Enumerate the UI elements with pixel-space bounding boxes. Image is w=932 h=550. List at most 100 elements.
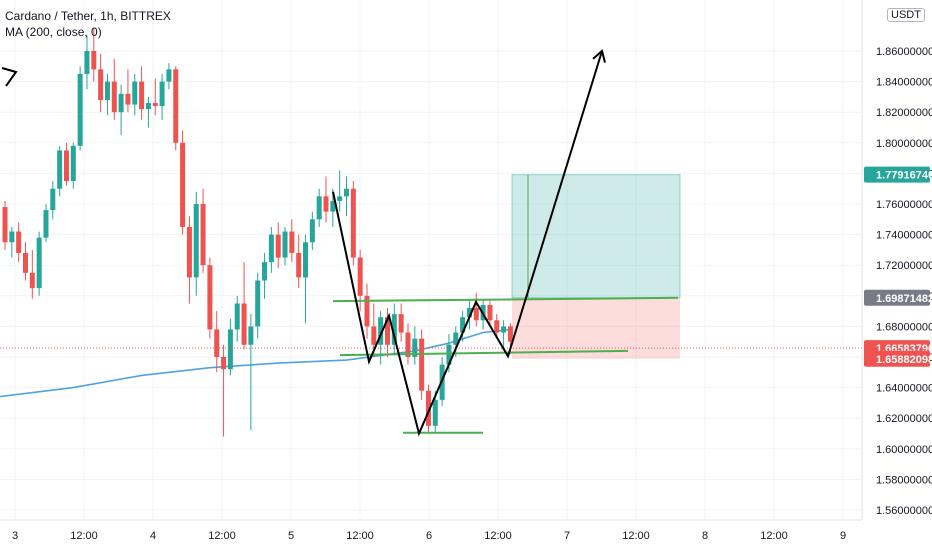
candle-body <box>378 317 384 345</box>
symbol-title[interactable]: Cardano / Tether, 1h, BITTREX <box>5 9 171 23</box>
candle-body <box>214 329 220 357</box>
candle-body <box>255 280 261 327</box>
candle <box>118 84 124 136</box>
candle-body <box>446 344 452 365</box>
currency-label[interactable]: USDT <box>887 8 925 22</box>
x-tick-label: 5 <box>288 530 294 542</box>
x-tick-label: 12:00 <box>760 530 788 542</box>
candle <box>289 219 295 263</box>
y-tick-label: 1.84000000 <box>876 77 932 89</box>
x-tick-label: 12:00 <box>70 530 98 542</box>
candle <box>262 252 268 299</box>
candle-body <box>22 252 28 273</box>
candle <box>132 73 138 116</box>
svg-text:1.69871482: 1.69871482 <box>876 293 932 305</box>
candle <box>221 344 227 437</box>
y-tick-label: 1.60000000 <box>876 444 932 456</box>
y-tick-label: 1.58000000 <box>876 474 932 486</box>
candle-body <box>77 73 83 146</box>
neckline-bottom[interactable] <box>339 349 629 357</box>
candle-body <box>330 200 336 212</box>
y-tick-label: 1.76000000 <box>876 199 932 211</box>
candle <box>214 311 220 373</box>
candle-body <box>227 329 233 370</box>
candle-body <box>145 103 151 110</box>
candle <box>77 66 83 151</box>
x-tick-label: 12:00 <box>208 530 236 542</box>
candle <box>173 66 179 151</box>
candle <box>9 226 15 258</box>
x-tick-label: 7 <box>564 530 570 542</box>
candle-body <box>173 69 179 143</box>
candle <box>391 303 397 354</box>
candle <box>63 142 69 186</box>
candle-body <box>207 265 213 330</box>
y-tick-label: 1.82000000 <box>876 107 932 119</box>
candle <box>50 181 56 220</box>
profit-zone[interactable] <box>511 174 681 299</box>
candle <box>248 314 254 431</box>
candle-body <box>309 219 315 243</box>
x-tick-label: 8 <box>702 530 708 542</box>
indicator-label[interactable]: MA (200, close, 0) <box>5 25 102 39</box>
candle <box>460 311 466 342</box>
candle-body <box>337 196 343 201</box>
candle-body <box>432 399 438 426</box>
candle-body <box>221 357 227 370</box>
loss-zone[interactable] <box>512 297 680 359</box>
candle-body <box>262 262 268 281</box>
time-axis[interactable]: 3 12:00 4 12:00 5 12:00 6 12:00 7 12:00 8 12:00 9 <box>12 530 846 542</box>
candle-body <box>9 231 15 243</box>
candle <box>227 318 233 376</box>
candle <box>398 303 404 342</box>
candle-body <box>364 295 370 327</box>
y-tick-label: 1.86000000 <box>876 46 932 58</box>
candle-body <box>36 237 42 289</box>
svg-text:1.77916740: 1.77916740 <box>876 170 932 182</box>
candle <box>268 226 274 273</box>
y-tick-label: 1.74000000 <box>876 230 932 242</box>
candle <box>2 200 8 250</box>
candle-body <box>16 231 22 253</box>
candle <box>91 28 97 82</box>
candle <box>152 78 158 116</box>
candle <box>473 292 479 327</box>
candle <box>186 216 192 304</box>
neckline-top[interactable] <box>332 296 679 303</box>
y-tick-label: 1.68000000 <box>876 321 932 333</box>
candle <box>357 249 363 312</box>
candle <box>316 188 322 227</box>
candle <box>350 181 356 266</box>
grid <box>0 0 862 520</box>
price-badge: 1.69871482 <box>864 289 932 306</box>
candle-body <box>453 332 459 345</box>
candle-body <box>180 142 186 227</box>
candle-body <box>2 207 8 243</box>
candle-body <box>186 226 192 278</box>
x-tick-label: 6 <box>426 530 432 542</box>
candle <box>84 35 90 90</box>
x-tick-label: 9 <box>840 530 846 542</box>
candle <box>466 298 472 330</box>
candle-body <box>70 145 76 182</box>
y-tick-label: 1.62000000 <box>876 413 932 425</box>
candle <box>159 73 165 120</box>
candle-body <box>118 93 124 113</box>
x-tick-label: 4 <box>150 530 156 542</box>
candle <box>57 145 63 197</box>
candle-body <box>282 231 288 258</box>
candle-body <box>241 303 247 345</box>
ma-200-line <box>0 328 511 398</box>
candle <box>255 272 261 339</box>
candle <box>70 142 76 189</box>
candle <box>412 326 418 365</box>
projection-path[interactable] <box>332 50 603 437</box>
candle <box>309 211 315 250</box>
candle-body <box>323 196 329 212</box>
candle-body <box>384 317 390 345</box>
candle <box>207 257 213 339</box>
price-axis[interactable]: 1.56000000 1.58000000 1.60000000 1.62000000… <box>876 46 932 517</box>
candle <box>296 234 302 289</box>
